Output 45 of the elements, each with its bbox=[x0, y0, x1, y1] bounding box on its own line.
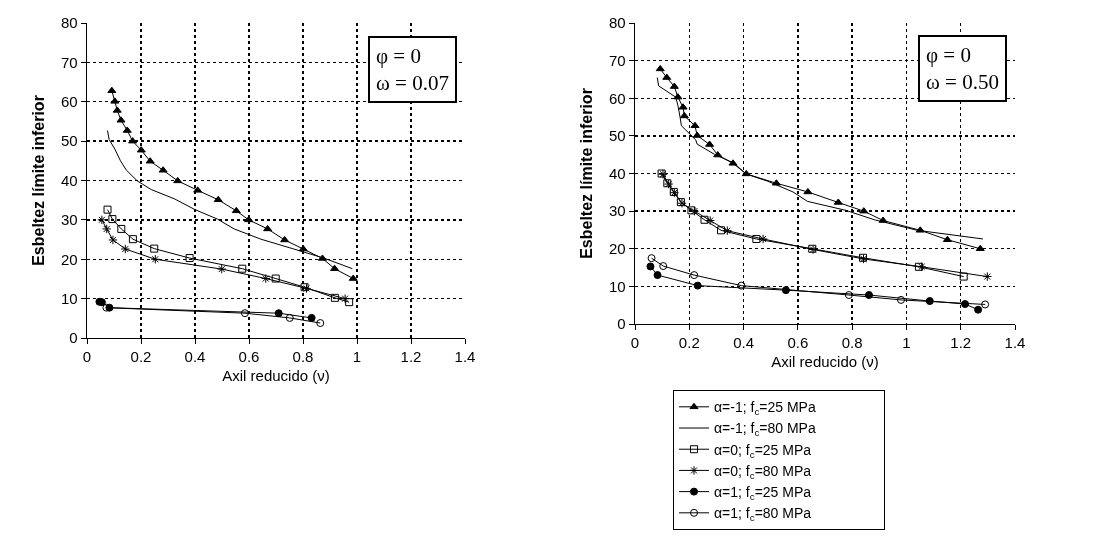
y-tick-label: 10 bbox=[61, 289, 78, 307]
y-tick-label: 0 bbox=[617, 315, 626, 333]
x-axis-title: Axil reducido (ν) bbox=[222, 367, 330, 385]
x-tick-label: 1.4 bbox=[454, 348, 476, 366]
y-axis-title: Esbeltez límite inferior bbox=[578, 88, 596, 259]
y-tick-label: 50 bbox=[61, 132, 78, 150]
annotation: φ = 0 ω = 0.07 bbox=[376, 44, 449, 96]
y-tick-label: 40 bbox=[609, 164, 626, 182]
x-tick-label: 0.6 bbox=[787, 334, 809, 352]
x-tick-label: 0.8 bbox=[841, 334, 863, 352]
legend-label: α=-1; f$_{c}$=80 MPa bbox=[714, 420, 816, 439]
legend-label: α=-1; f$_{c}$=25 MPa bbox=[714, 399, 816, 418]
y-tick-label: 50 bbox=[609, 127, 626, 145]
x-tick-label: 0.4 bbox=[733, 334, 754, 352]
y-tick-label: 30 bbox=[61, 211, 78, 229]
x-tick-label: 1 bbox=[352, 348, 362, 366]
y-tick-label: 60 bbox=[609, 89, 626, 107]
y-tick-label: 20 bbox=[61, 250, 78, 268]
x-tick-label: 0.4 bbox=[184, 348, 206, 366]
y-axis-title: Esbeltez límite inferior bbox=[30, 95, 48, 266]
y-tick-label: 10 bbox=[609, 277, 626, 295]
legend-label: α=0; f$_{c}$=80 MPa bbox=[714, 462, 812, 481]
y-tick-label: 80 bbox=[609, 14, 626, 32]
x-axis-title: Axil reducido (ν) bbox=[771, 353, 879, 371]
legend-label: α=1; f$_{c}$=80 MPa bbox=[714, 505, 812, 524]
y-tick-label: 70 bbox=[609, 51, 626, 69]
y-tick-label: 30 bbox=[609, 202, 626, 220]
x-tick-label: 0 bbox=[82, 348, 92, 366]
y-tick-label: 70 bbox=[61, 53, 78, 71]
x-tick-label: 0.6 bbox=[238, 348, 260, 366]
x-tick-label: 1 bbox=[902, 334, 911, 352]
x-tick-label: 0.8 bbox=[292, 348, 314, 366]
legend-label: α=0; f$_{c}$=25 MPa bbox=[714, 441, 812, 460]
y-tick-label: 60 bbox=[61, 93, 78, 110]
x-tick-label: 0.2 bbox=[678, 334, 700, 352]
x-tick-label: 0.2 bbox=[130, 348, 152, 366]
y-tick-label: 20 bbox=[609, 240, 626, 257]
x-tick-label: 0 bbox=[630, 334, 640, 352]
x-tick-label: 1.2 bbox=[400, 348, 422, 366]
y-tick-label: 80 bbox=[61, 14, 78, 32]
x-tick-label: 1.2 bbox=[950, 334, 972, 352]
x-tick-label: 1.4 bbox=[1004, 334, 1026, 352]
annotation: φ = 0 ω = 0.50 bbox=[926, 43, 999, 95]
y-tick-label: 40 bbox=[61, 171, 78, 189]
legend-label: α=1; f$_{c}$=25 MPa bbox=[714, 484, 812, 503]
